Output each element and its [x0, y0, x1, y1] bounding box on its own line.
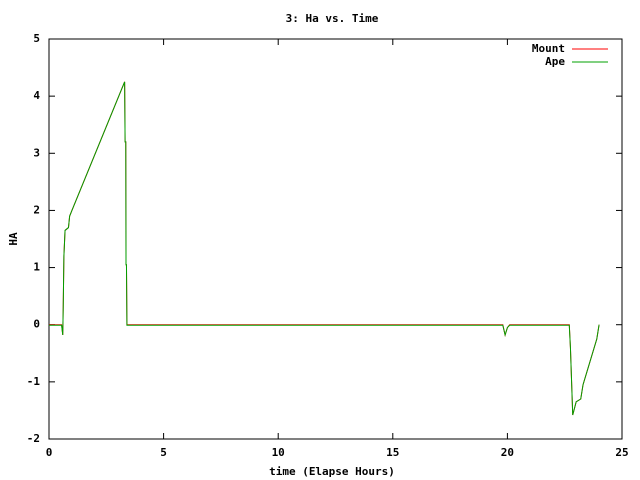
y-tick-label: 4 — [33, 89, 40, 102]
data-line — [49, 81, 600, 416]
chart-title: 3: Ha vs. Time — [286, 12, 379, 25]
x-tick-label: 0 — [46, 446, 53, 459]
x-tick-label: 20 — [501, 446, 514, 459]
y-tick-label: 2 — [33, 203, 40, 216]
y-axis-label: HA — [7, 232, 20, 246]
legend-label: Ape — [545, 55, 565, 68]
y-tick-label: 1 — [33, 261, 40, 274]
y-tick-label: 5 — [33, 32, 40, 45]
y-tick-label: -1 — [27, 375, 41, 388]
y-tick-label: 0 — [33, 318, 40, 331]
x-axis-label: time (Elapse Hours) — [269, 465, 395, 478]
legend-label: Mount — [532, 42, 565, 55]
x-tick-label: 5 — [160, 446, 167, 459]
x-tick-label: 25 — [615, 446, 628, 459]
plot-border — [48, 38, 623, 440]
x-tick-label: 10 — [272, 446, 285, 459]
y-tick-label: -2 — [27, 432, 40, 445]
y-tick-label: 3 — [33, 146, 40, 159]
x-tick-label: 15 — [386, 446, 399, 459]
data-line — [49, 81, 600, 416]
